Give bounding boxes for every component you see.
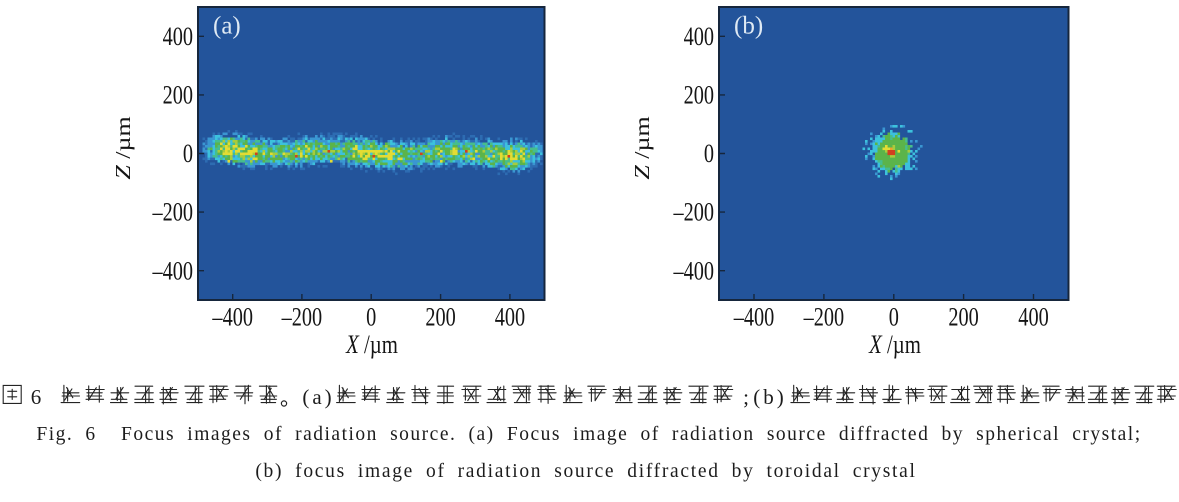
svg-text:–400: –400 <box>212 303 253 332</box>
svg-text:–200: –200 <box>152 198 193 227</box>
svg-text:(a): (a) <box>302 385 334 409</box>
svg-text:–200: –200 <box>673 198 714 227</box>
svg-text:0: 0 <box>889 303 899 332</box>
svg-text:400: 400 <box>163 23 193 52</box>
svg-text:(b): (b) <box>734 13 763 40</box>
svg-text:0: 0 <box>366 303 376 332</box>
svg-text:0: 0 <box>183 140 193 169</box>
svg-text:–400: –400 <box>152 257 193 286</box>
svg-text:400: 400 <box>684 23 714 52</box>
svg-text:200: 200 <box>425 303 455 332</box>
svg-text:6: 6 <box>31 385 42 409</box>
svg-text:Fig. 6 Focus images of radiat: Fig. 6 Focus images of radiation source.… <box>36 424 1141 445</box>
svg-text:X /µm: X /µm <box>868 331 921 360</box>
svg-text:200: 200 <box>684 81 714 110</box>
svg-text:200: 200 <box>948 303 978 332</box>
svg-text:X /µm: X /µm <box>345 331 398 360</box>
svg-text:–400: –400 <box>673 257 714 286</box>
svg-text:(a): (a) <box>213 13 241 40</box>
svg-text:–200: –200 <box>803 303 844 332</box>
svg-text:(b) focus image of radiation s: (b) focus image of radiation source diff… <box>255 461 916 482</box>
svg-text:Z /µm: Z /µm <box>112 116 135 179</box>
svg-text:(b): (b) <box>753 385 787 409</box>
svg-text:400: 400 <box>495 303 525 332</box>
svg-text:200: 200 <box>163 81 193 110</box>
svg-text:0: 0 <box>704 140 714 169</box>
svg-text:Z /µm: Z /µm <box>631 116 654 179</box>
svg-text:–400: –400 <box>733 303 774 332</box>
svg-text:;: ; <box>743 385 749 409</box>
svg-text:–200: –200 <box>281 303 322 332</box>
svg-text:400: 400 <box>1018 303 1048 332</box>
